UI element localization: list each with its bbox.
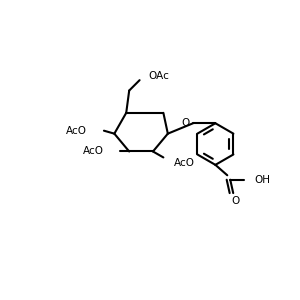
Text: O: O: [182, 118, 190, 128]
Text: AcO: AcO: [83, 146, 104, 157]
Text: O: O: [231, 196, 239, 206]
Text: AcO: AcO: [174, 158, 195, 168]
Text: OAc: OAc: [148, 71, 170, 81]
Text: AcO: AcO: [66, 126, 87, 136]
Text: OH: OH: [254, 175, 270, 185]
